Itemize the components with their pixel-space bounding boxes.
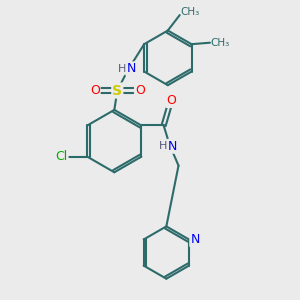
Text: H: H xyxy=(159,141,167,151)
Text: Cl: Cl xyxy=(55,150,68,163)
Text: O: O xyxy=(90,84,100,97)
Text: N: N xyxy=(127,62,136,75)
Text: H: H xyxy=(118,64,127,74)
Text: CH₃: CH₃ xyxy=(181,7,200,17)
Text: N: N xyxy=(168,140,177,153)
Text: N: N xyxy=(190,233,200,246)
Text: S: S xyxy=(112,84,122,98)
Text: CH₃: CH₃ xyxy=(211,38,230,48)
Text: O: O xyxy=(135,84,145,97)
Text: O: O xyxy=(167,94,176,107)
